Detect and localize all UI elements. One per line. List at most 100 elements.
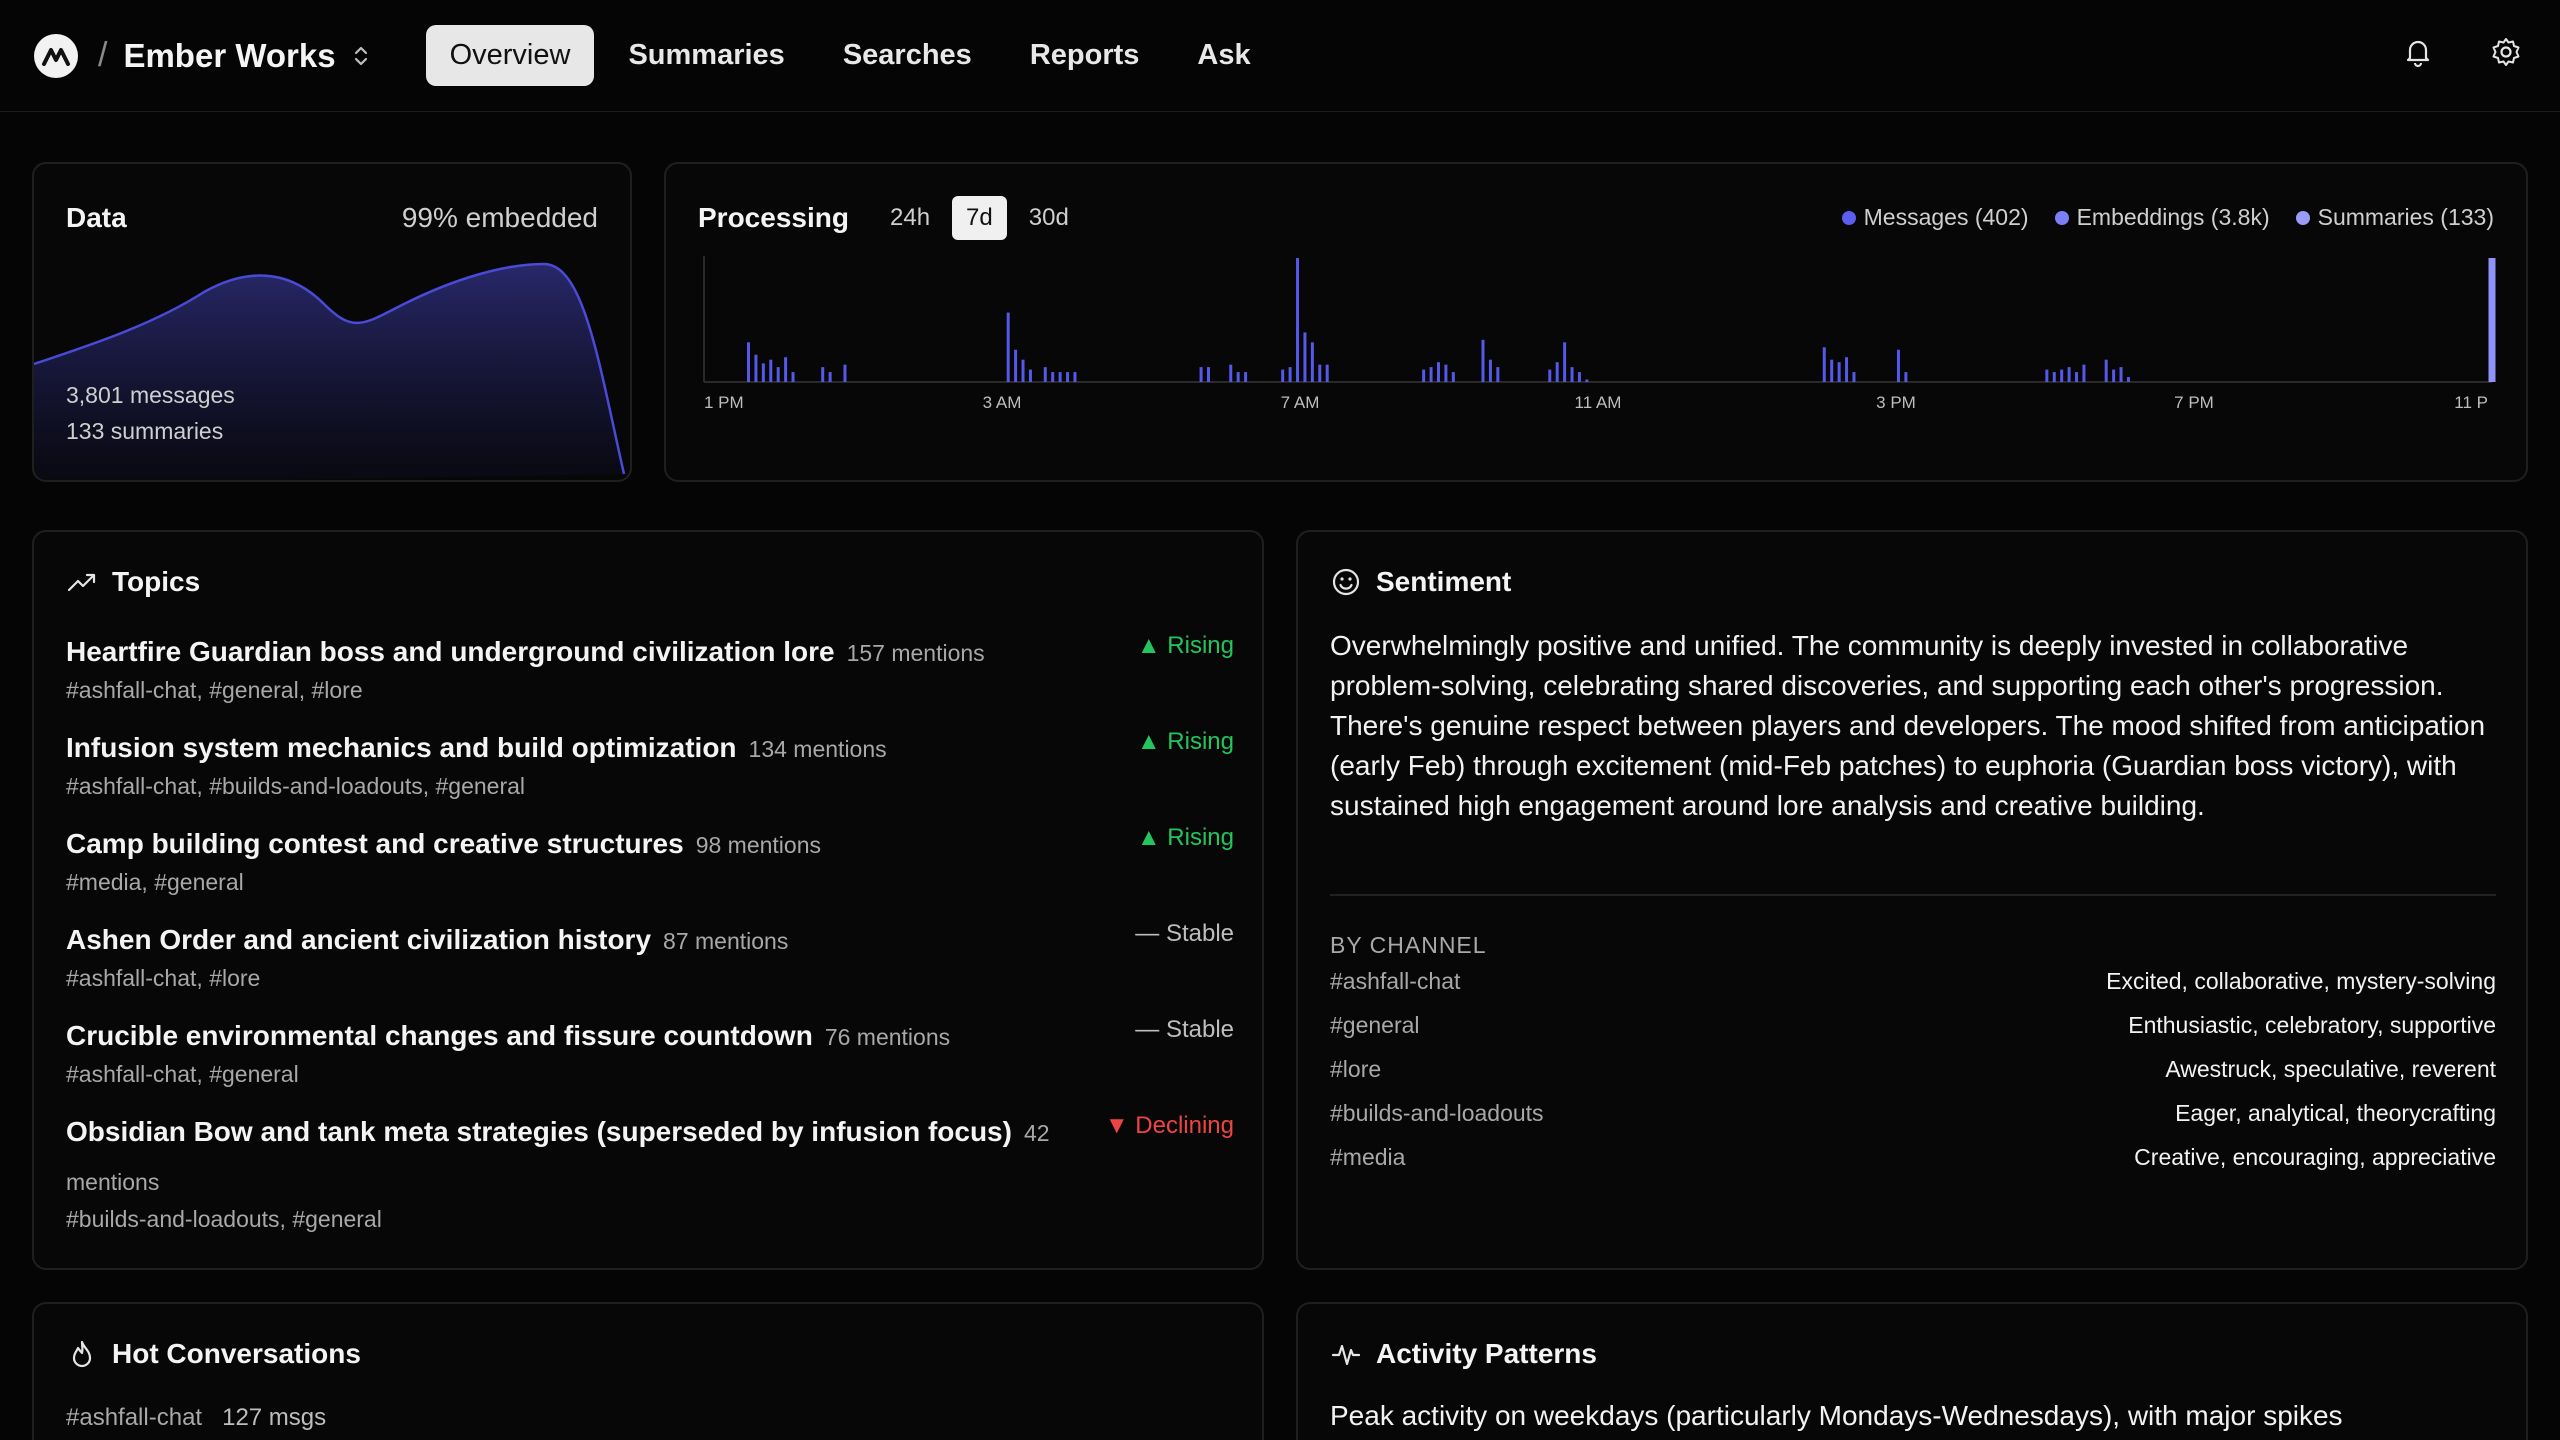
chart-bar[interactable] bbox=[1904, 372, 1908, 382]
chart-bar[interactable] bbox=[1236, 372, 1240, 382]
chart-bar[interactable] bbox=[1429, 367, 1433, 382]
chart-bar[interactable] bbox=[2075, 372, 2079, 382]
chart-bar[interactable] bbox=[1073, 372, 1077, 382]
topic-item[interactable]: Obsidian Bow and tank meta strategies (s… bbox=[66, 1108, 1234, 1233]
chart-bar[interactable] bbox=[1422, 369, 1426, 382]
range-30d[interactable]: 30d bbox=[1028, 204, 1069, 231]
tab-ask[interactable]: Ask bbox=[1197, 39, 1251, 71]
workspace-name[interactable]: Ember Works bbox=[123, 36, 336, 74]
hot-header: Hot Conversations bbox=[66, 1338, 361, 1370]
chart-bar[interactable] bbox=[1555, 362, 1559, 382]
topic-item[interactable]: Ashen Order and ancient civilization his… bbox=[66, 916, 1234, 992]
chart-bar[interactable] bbox=[1229, 364, 1233, 382]
chart-bar[interactable] bbox=[1481, 339, 1485, 382]
chart-bar[interactable] bbox=[1006, 312, 1010, 382]
chart-bar[interactable] bbox=[843, 364, 847, 382]
tab-searches[interactable]: Searches bbox=[842, 39, 972, 71]
chart-bar[interactable] bbox=[1852, 372, 1856, 382]
chart-bar[interactable] bbox=[2060, 369, 2064, 382]
chart-bar[interactable] bbox=[1303, 332, 1307, 382]
chart-bar[interactable] bbox=[1043, 367, 1047, 382]
chart-bar[interactable] bbox=[1066, 372, 1070, 382]
chart-bar[interactable] bbox=[761, 363, 765, 382]
chart-bar[interactable] bbox=[1318, 364, 1322, 382]
range-24h[interactable]: 24h bbox=[890, 204, 931, 231]
sentiment-card: Sentiment Overwhelmingly positive and un… bbox=[1296, 530, 2528, 1270]
chart-bar[interactable] bbox=[769, 359, 773, 382]
chevron-up-down-icon[interactable] bbox=[350, 42, 372, 70]
channel-sentiment-row: #media Creative, encouraging, appreciativ… bbox=[1330, 1144, 2496, 1171]
chart-bar[interactable] bbox=[1051, 372, 1055, 382]
x-tick-label: 1 PM bbox=[704, 393, 744, 412]
topics-card: Topics Heartfire Guardian boss and under… bbox=[32, 530, 1264, 1270]
chart-bar[interactable] bbox=[2052, 372, 2056, 382]
gear-icon[interactable] bbox=[2490, 36, 2522, 68]
chart-bar[interactable] bbox=[2045, 369, 2049, 382]
chart-bar[interactable] bbox=[754, 354, 758, 382]
topic-item[interactable]: Heartfire Guardian boss and underground … bbox=[66, 628, 1234, 704]
app-logo[interactable] bbox=[34, 33, 78, 78]
chart-bar[interactable] bbox=[1548, 369, 1552, 382]
chart-bar[interactable] bbox=[1028, 369, 1032, 382]
flame-icon bbox=[72, 1340, 92, 1368]
hot-conversation-row[interactable]: #ashfall-chat 127 msgs bbox=[66, 1404, 326, 1432]
chart-bar[interactable] bbox=[2104, 359, 2108, 382]
chart-bar[interactable] bbox=[1325, 364, 1329, 382]
topic-name-line: Obsidian Bow and tank meta strategies (s… bbox=[66, 1108, 1076, 1206]
chart-bar[interactable] bbox=[1451, 372, 1455, 382]
chart-bar[interactable] bbox=[1310, 342, 1314, 382]
chart-bar[interactable] bbox=[1577, 372, 1581, 382]
chart-bar[interactable] bbox=[1281, 369, 1285, 382]
chart-bar[interactable] bbox=[1570, 367, 1574, 382]
chart-bar[interactable] bbox=[1830, 359, 1834, 382]
chart-bar[interactable] bbox=[1444, 364, 1448, 382]
chart-bar[interactable] bbox=[1206, 367, 1210, 382]
topic-item[interactable]: Camp building contest and creative struc… bbox=[66, 820, 1234, 896]
chart-bar[interactable] bbox=[1496, 367, 1500, 382]
tab-reports[interactable]: Reports bbox=[1029, 39, 1140, 71]
chart-bar[interactable] bbox=[1296, 258, 1300, 382]
chart-bar[interactable] bbox=[2488, 258, 2496, 382]
trend-badge: — Stable bbox=[1135, 1016, 1234, 1043]
chart-bar[interactable] bbox=[776, 367, 780, 382]
trend-badge: ▲ Rising bbox=[1136, 728, 1234, 755]
divider bbox=[1330, 894, 2496, 896]
chart-bar[interactable] bbox=[1845, 357, 1849, 382]
chart-bar[interactable] bbox=[1837, 362, 1841, 382]
chart-bar[interactable] bbox=[747, 342, 751, 382]
chart-bar[interactable] bbox=[1563, 342, 1567, 382]
x-tick-label: 11 P bbox=[2454, 393, 2488, 412]
chart-bar[interactable] bbox=[1199, 367, 1203, 382]
channel-mood: Enthusiastic, celebratory, supportive bbox=[2128, 1012, 2496, 1038]
chart-bar[interactable] bbox=[2067, 367, 2071, 382]
x-tick-label: 11 AM bbox=[1575, 393, 1622, 412]
chart-bar[interactable] bbox=[2119, 367, 2123, 382]
chart-bar[interactable] bbox=[1058, 372, 1062, 382]
chart-bar[interactable] bbox=[2082, 364, 2086, 382]
chart-bar[interactable] bbox=[1244, 372, 1248, 382]
chart-bar[interactable] bbox=[1585, 379, 1589, 382]
chart-bar[interactable] bbox=[828, 372, 832, 382]
hot-channel: #ashfall-chat bbox=[66, 1404, 203, 1431]
chart-bar[interactable] bbox=[1822, 347, 1826, 382]
chart-legend: Messages (402) Embeddings (3.8k) Summari… bbox=[1841, 204, 2494, 231]
chart-bar[interactable] bbox=[1021, 359, 1025, 382]
chart-bar[interactable] bbox=[1014, 349, 1018, 382]
chart-bar[interactable] bbox=[784, 357, 788, 382]
chart-bar[interactable] bbox=[1288, 367, 1292, 382]
topic-item[interactable]: Infusion system mechanics and build opti… bbox=[66, 724, 1234, 800]
bell-icon[interactable] bbox=[2402, 36, 2434, 68]
tab-overview[interactable]: Overview bbox=[425, 25, 595, 86]
chart-bar[interactable] bbox=[1896, 349, 1900, 382]
chart-bar[interactable] bbox=[1488, 359, 1492, 382]
tab-summaries[interactable]: Summaries bbox=[628, 39, 785, 71]
chart-bar[interactable] bbox=[1436, 362, 1440, 382]
range-7d[interactable]: 7d bbox=[952, 196, 1007, 240]
legend-dot-icon bbox=[2054, 210, 2069, 225]
chart-bar[interactable] bbox=[2126, 377, 2130, 382]
topic-item[interactable]: Crucible environmental changes and fissu… bbox=[66, 1012, 1234, 1088]
topic-name: Camp building contest and creative struc… bbox=[66, 828, 684, 859]
chart-bar[interactable] bbox=[2112, 369, 2116, 382]
chart-bar[interactable] bbox=[791, 372, 795, 382]
chart-bar[interactable] bbox=[821, 367, 825, 382]
